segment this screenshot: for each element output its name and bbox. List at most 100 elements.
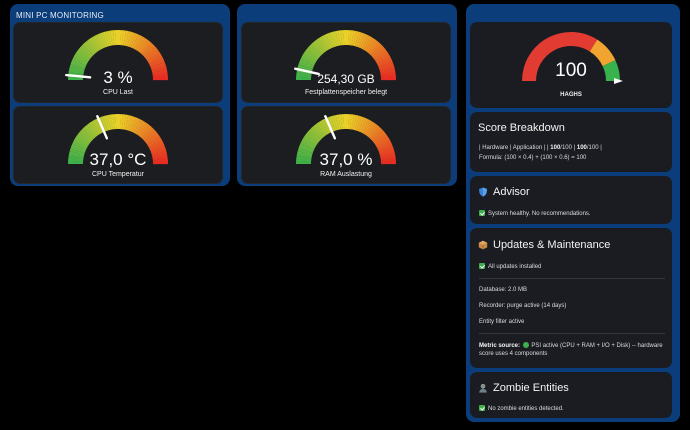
cpu-temp-gauge-card[interactable]: 37,0 °C CPU Temperatur bbox=[13, 106, 223, 184]
gauge-arc-segment bbox=[370, 44, 384, 57]
gauge-arc-segment bbox=[123, 114, 129, 130]
gauge-arc-segment bbox=[123, 30, 129, 46]
gauge-arc-segment bbox=[298, 61, 314, 70]
gauge-arc-segment bbox=[353, 31, 360, 47]
gauge-arc-segment bbox=[308, 44, 322, 57]
haghs-gauge-card[interactable]: 100 HAGHS bbox=[470, 22, 672, 108]
gauge-arc-segment bbox=[100, 32, 108, 48]
gauge-arc-segment bbox=[379, 64, 395, 72]
gauge-arc-segment bbox=[338, 30, 343, 46]
gauge-arc-segment bbox=[305, 132, 319, 144]
gauge-arc-segment bbox=[149, 59, 165, 68]
score-breakdown-title: Score Breakdown bbox=[478, 122, 565, 134]
gauge-arc-segment bbox=[378, 62, 394, 70]
gauge-arc-segment bbox=[90, 36, 101, 51]
gauge-arc-segment bbox=[128, 32, 137, 48]
gauge-arc-segment bbox=[373, 48, 387, 60]
gauge-arc-segment bbox=[110, 30, 115, 46]
gauge-arc-segment bbox=[375, 52, 390, 63]
gauge-arc-segment bbox=[369, 42, 382, 56]
entity-filter-status: Entity filter active bbox=[479, 319, 525, 325]
cpu-load-value: 3 % bbox=[103, 68, 133, 87]
gauge-arc-segment bbox=[373, 132, 387, 144]
gauge-arc-segment bbox=[361, 119, 372, 134]
gauge-arc-segment bbox=[298, 145, 314, 154]
gauge-arc-segment bbox=[321, 119, 331, 134]
gauge-arc-segment bbox=[88, 122, 99, 136]
gauge-arc-segment bbox=[299, 143, 315, 152]
gauge-needle bbox=[324, 115, 337, 140]
gauge-arc-segment bbox=[330, 115, 338, 131]
haghs-panel: 100 HAGHS Score Breakdown | Hardware | A… bbox=[466, 4, 680, 422]
gauge-arc-segment bbox=[74, 136, 89, 147]
gauge-arc-segment bbox=[93, 35, 103, 50]
gauge-arc-segment bbox=[110, 114, 115, 130]
gauge-arc-segment bbox=[372, 46, 385, 59]
gauge-arc-segment bbox=[375, 136, 390, 147]
gauge-arc-segment bbox=[119, 30, 124, 46]
gauge-arc-segment bbox=[296, 74, 312, 79]
gauge-arc-segment bbox=[349, 114, 354, 130]
gauge-arc-segment bbox=[68, 69, 84, 75]
disk-gauge bbox=[294, 30, 396, 81]
gauge-arc-segment bbox=[310, 42, 323, 56]
gauge-arc-segment bbox=[300, 57, 315, 66]
gauge-arc-segment bbox=[142, 128, 156, 141]
gauge-arc-segment bbox=[146, 134, 160, 145]
gauge-arc-segment bbox=[333, 115, 339, 131]
gauge-arc-segment bbox=[152, 156, 168, 161]
gauge-arc-segment bbox=[355, 31, 362, 47]
advisor-title: Advisor bbox=[493, 186, 530, 198]
gauge-arc-segment bbox=[361, 35, 372, 50]
metric-source: Metric source: PSI active (CPU + RAM + I… bbox=[479, 342, 663, 349]
gauge-arc-segment bbox=[343, 114, 347, 130]
gauge-arc-segment bbox=[79, 46, 93, 58]
gauge-arc-segment bbox=[88, 38, 99, 52]
cpu-load-label: CPU Last bbox=[103, 89, 133, 96]
gauge-arc-segment bbox=[316, 122, 327, 136]
mini-pc-monitoring-panel: MINI PC MONITORING 3 % CPU Last 37,0 °C … bbox=[10, 4, 230, 186]
gauge-arc-segment bbox=[347, 30, 352, 46]
gauge-arc-segment bbox=[72, 57, 87, 66]
gauge-arc-segment bbox=[140, 125, 152, 139]
gauge-arc-segment bbox=[335, 114, 341, 130]
gauge-arc-segment bbox=[141, 42, 154, 56]
cpu-load-gauge-card[interactable]: 3 % CPU Last bbox=[13, 22, 223, 103]
updates-card: Updates & Maintenance All updates instal… bbox=[470, 228, 672, 368]
gauge-arc-segment bbox=[338, 114, 343, 130]
gauge-arc-segment bbox=[318, 36, 329, 51]
gauge-arc-segment bbox=[368, 41, 380, 55]
gauge-arc-segment bbox=[142, 44, 156, 57]
metric-source-line2: score uses 4 components bbox=[479, 351, 548, 357]
gauge-arc-segment bbox=[73, 54, 88, 65]
ram-value: 37,0 % bbox=[319, 150, 373, 169]
gauge-arc-segment bbox=[380, 158, 396, 163]
gauge-arc-segment bbox=[149, 141, 164, 150]
gauge-arc-segment bbox=[353, 115, 360, 131]
haghs-label: HAGHS bbox=[560, 92, 582, 98]
package-icon bbox=[478, 240, 488, 250]
advisor-card: Advisor System healthy. No recommendatio… bbox=[470, 176, 672, 224]
updates-status: All updates installed bbox=[479, 263, 541, 270]
gauge-arc-segment bbox=[380, 72, 396, 77]
gauge-arc-segment bbox=[146, 50, 160, 61]
cpu-temp-label: CPU Temperatur bbox=[91, 171, 144, 178]
disk-value: 254,30 GB bbox=[317, 72, 375, 86]
gauge-arc-segment bbox=[372, 130, 385, 143]
gauge-arc-segment bbox=[325, 33, 334, 49]
gauge-arc-segment bbox=[358, 33, 367, 49]
gauge-arc-segment bbox=[90, 120, 101, 135]
disk-gauge-card[interactable]: 254,30 GB Festplattenspeicher belegt bbox=[241, 22, 451, 103]
gauge-arc-segment bbox=[105, 115, 111, 131]
gauge-arc-segment bbox=[76, 134, 90, 145]
gauge-arc-segment bbox=[135, 120, 146, 135]
gauge-arc-segment bbox=[335, 30, 341, 46]
score-formula: Formula: (100 × 0.4) + (100 × 0.6) = 100 bbox=[479, 155, 587, 161]
gauge-arc-segment bbox=[374, 50, 388, 61]
zombie-title: Zombie Entities bbox=[493, 382, 569, 394]
gauge-arc-segment bbox=[137, 122, 148, 136]
gauge-arc-segment bbox=[76, 50, 90, 61]
ram-gauge-card[interactable]: 37,0 % RAM Auslastung bbox=[241, 106, 451, 184]
disk-label: Festplattenspeicher belegt bbox=[304, 89, 388, 96]
gauge-arc-segment bbox=[305, 48, 319, 60]
